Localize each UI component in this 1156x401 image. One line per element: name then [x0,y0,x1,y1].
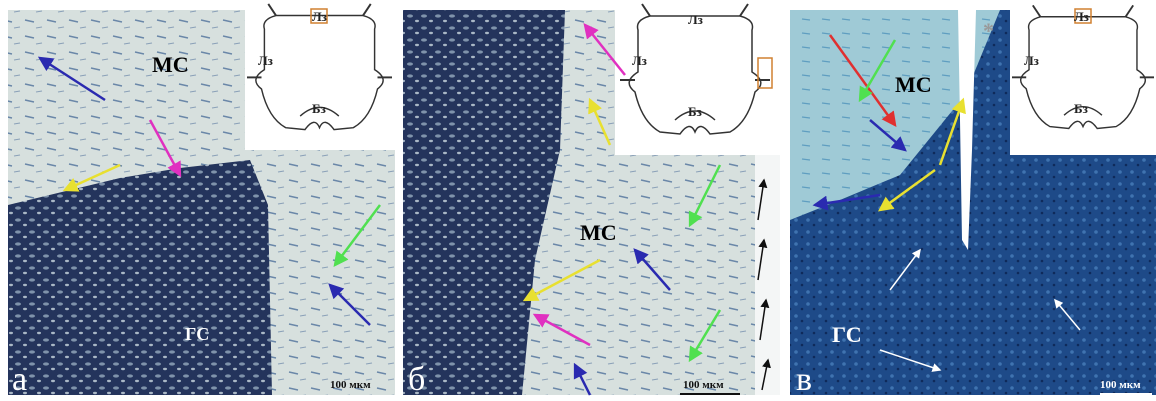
panel-letter: б [408,361,425,398]
inset-label: Лз [1074,9,1089,24]
panel-b: МС б 100 мкм Лз Лз Бз [403,0,785,398]
inset-label: Лз [632,53,647,68]
scale-bar-label: 100 мкм [683,379,724,391]
inset-label: Бз [688,104,702,119]
figure: МС ГС а 100 мкм Лз Лз Бз МС б 100 мкм Лз… [0,0,1156,401]
inset-label: Лз [312,9,327,24]
panel-a: МС ГС а 100 мкм Лз Лз Бз [8,0,405,398]
label: МС [152,52,189,77]
inset-label: Лз [688,12,703,27]
label: МС [895,72,932,97]
label: ГС [185,324,209,344]
label: ГС [832,322,862,347]
panel-letter: а [12,361,27,398]
inset-label: Бз [1074,101,1088,116]
label: * [983,18,994,43]
scale-bar-label: 100 мкм [330,379,371,391]
inset-label: Лз [1024,53,1039,68]
label: МС [580,220,617,245]
inset-label: Лз [258,53,273,68]
panel-letter: в [796,361,812,398]
inset-label: Бз [312,101,326,116]
panel-c: МС ГС * в 100 мкм Лз Лз Бз [790,0,1156,398]
scale-bar-label: 100 мкм [1100,379,1141,391]
